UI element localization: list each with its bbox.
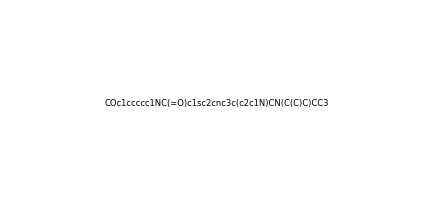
Text: COc1ccccc1NC(=O)c1sc2cnc3c(c2c1N)CN(C(C)C)CC3: COc1ccccc1NC(=O)c1sc2cnc3c(c2c1N)CN(C(C)… [104,99,329,108]
